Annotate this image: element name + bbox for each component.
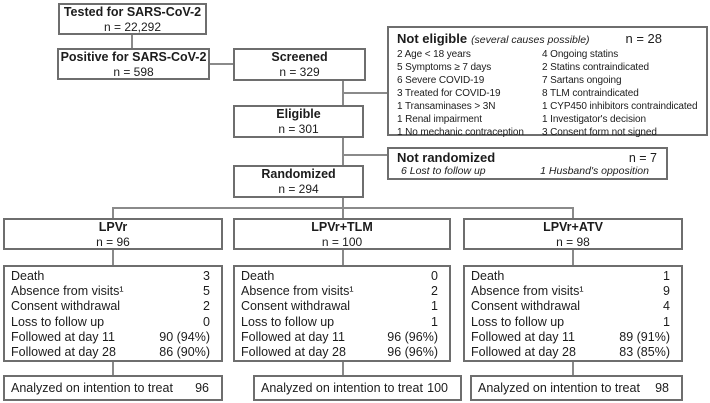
not-eligible-left-column: 2 Age < 18 years 5 Symptoms ≥ 7 days 6 S…: [397, 48, 542, 139]
not-eligible-box: Not eligible (several causes possible) n…: [387, 26, 708, 139]
arm2-n: n = 100: [321, 234, 363, 249]
outcome-row: Death 3: [11, 269, 210, 283]
connector-arm3-analyzed: [572, 362, 574, 375]
not-eligible-item: 8 TLM contraindicated: [542, 88, 639, 99]
connector-drop-arm3: [572, 207, 574, 218]
not-eligible-item: 7 Sartans ongoing: [542, 75, 622, 86]
connector-branch-not-randomized: [343, 154, 387, 156]
analyzed-value: 96: [195, 381, 209, 395]
connector-eligible-randomized: [342, 138, 344, 165]
outcome-row: Followed at day 28 96 (96%): [241, 345, 438, 360]
connector-arm1-analyzed: [112, 362, 114, 375]
analyzed-label: Analyzed on intention to treat: [261, 381, 423, 395]
outcome-row: Followed at day 11 96 (96%): [241, 329, 438, 344]
outcome-row: Death 0: [241, 269, 438, 283]
arm1-outcome-box: Death 3 Absence from visits¹ 5 Consent wit…: [3, 265, 223, 362]
not-eligible-item: 5 Symptoms ≥ 7 days: [397, 62, 492, 73]
not-randomized-item: 6 Lost to follow up: [401, 165, 486, 177]
screened-n: n = 329: [279, 65, 320, 79]
arm2-header-box: LPVr+TLM n = 100: [233, 218, 451, 250]
positive-title: Positive for SARS-CoV-2: [60, 49, 207, 64]
connector-drop-arm1: [112, 207, 114, 218]
not-eligible-item: 2 Statins contraindicated: [542, 62, 650, 73]
not-eligible-item: 3 Consent form not signed: [542, 127, 657, 138]
not-eligible-item: 1 CYP450 inhibitors contraindicated: [542, 101, 698, 112]
outcome-row: Followed at day 11 89 (91%): [471, 329, 670, 344]
screened-title: Screened: [271, 50, 328, 64]
not-eligible-n: n = 28: [625, 31, 662, 46]
outcome-row: Loss to follow up 1: [241, 314, 438, 329]
tested-box: Tested for SARS-CoV-2 n = 22,292: [58, 3, 207, 35]
randomized-n: n = 294: [278, 182, 319, 196]
eligible-n: n = 301: [278, 122, 319, 136]
connector-arm2-detail: [342, 250, 344, 265]
outcome-row: Followed at day 28 86 (90%): [11, 345, 210, 360]
arm1-header-box: LPVr n = 96: [3, 218, 223, 250]
connector-arm3-detail: [572, 250, 574, 265]
not-randomized-item: 1 Husband's opposition: [540, 165, 649, 177]
outcome-row: Absence from visits¹ 5: [11, 284, 210, 299]
not-eligible-item: 1 Investigator's decision: [542, 114, 646, 125]
outcome-row: Consent withdrawal 4: [471, 299, 670, 314]
connector-tested-positive: [131, 34, 133, 48]
connector-randomized-riser: [342, 198, 344, 208]
not-eligible-item: 1 Renal impairment: [397, 114, 482, 125]
outcome-row: Loss to follow up 1: [471, 314, 670, 329]
randomized-title: Randomized: [261, 167, 336, 181]
analyzed-label: Analyzed on intention to treat: [478, 381, 640, 395]
connector-arm1-detail: [112, 250, 114, 265]
positive-n: n = 598: [113, 64, 154, 79]
outcome-row: Absence from visits¹ 2: [241, 284, 438, 299]
not-randomized-n: n = 7: [628, 151, 657, 165]
arm3-analyzed-box: Analyzed on intention to treat 98: [470, 375, 683, 401]
not-eligible-item: 2 Age < 18 years: [397, 49, 471, 60]
positive-box: Positive for SARS-CoV-2 n = 598: [57, 48, 210, 80]
not-eligible-item: 1 No mechanic contraception: [397, 127, 524, 138]
tested-n: n = 22,292: [103, 19, 162, 34]
analyzed-value: 98: [655, 381, 669, 395]
eligible-box: Eligible n = 301: [233, 105, 364, 138]
arm1-n: n = 96: [96, 234, 130, 249]
not-randomized-box: Not randomized n = 7 6 Lost to follow up…: [387, 147, 668, 180]
tested-title: Tested for SARS-CoV-2: [63, 4, 202, 19]
arm2-name: LPVr+TLM: [311, 219, 373, 234]
outcome-row: Loss to follow up 0: [11, 314, 210, 329]
analyzed-label: Analyzed on intention to treat: [11, 381, 173, 395]
outcome-row: Consent withdrawal 2: [11, 299, 210, 314]
outcome-row: Followed at day 28 83 (85%): [471, 345, 670, 360]
connector-drop-arm2: [342, 207, 344, 218]
connector-positive-screened: [210, 63, 233, 65]
arm1-name: LPVr: [98, 219, 128, 234]
outcome-row: Death 1: [471, 269, 670, 283]
connector-branch-not-eligible: [343, 92, 387, 94]
arm2-analyzed-box: Analyzed on intention to treat 100: [253, 375, 462, 401]
not-eligible-item: 3 Treated for COVID-19: [397, 88, 501, 99]
outcome-row: Absence from visits¹ 9: [471, 284, 670, 299]
not-eligible-title: Not eligible: [397, 31, 468, 46]
arm1-analyzed-box: Analyzed on intention to treat 96: [3, 375, 223, 401]
arm3-n: n = 98: [556, 234, 590, 249]
randomized-box: Randomized n = 294: [233, 165, 364, 198]
eligible-title: Eligible: [276, 107, 321, 121]
not-eligible-item: 6 Severe COVID-19: [397, 75, 485, 86]
not-eligible-subtitle: (several causes possible): [471, 34, 590, 46]
analyzed-value: 100: [427, 381, 448, 395]
arm2-outcome-box: Death 0 Absence from visits¹ 2 Consent wit…: [233, 265, 451, 362]
arm3-header-box: LPVr+ATV n = 98: [463, 218, 683, 250]
arm3-name: LPVr+ATV: [543, 219, 603, 234]
not-eligible-right-column: 4 Ongoing statins 2 Statins contraindica…: [542, 48, 704, 139]
not-eligible-item: 1 Transaminases > 3N: [397, 101, 496, 112]
not-eligible-item: 4 Ongoing statins: [542, 49, 619, 60]
screened-box: Screened n = 329: [233, 48, 366, 81]
connector-arm2-analyzed: [342, 362, 344, 375]
outcome-row: Followed at day 11 90 (94%): [11, 329, 210, 344]
outcome-row: Consent withdrawal 1: [241, 299, 438, 314]
arm3-outcome-box: Death 1 Absence from visits¹ 9 Consent wit…: [463, 265, 683, 362]
not-randomized-title: Not randomized: [397, 150, 496, 165]
